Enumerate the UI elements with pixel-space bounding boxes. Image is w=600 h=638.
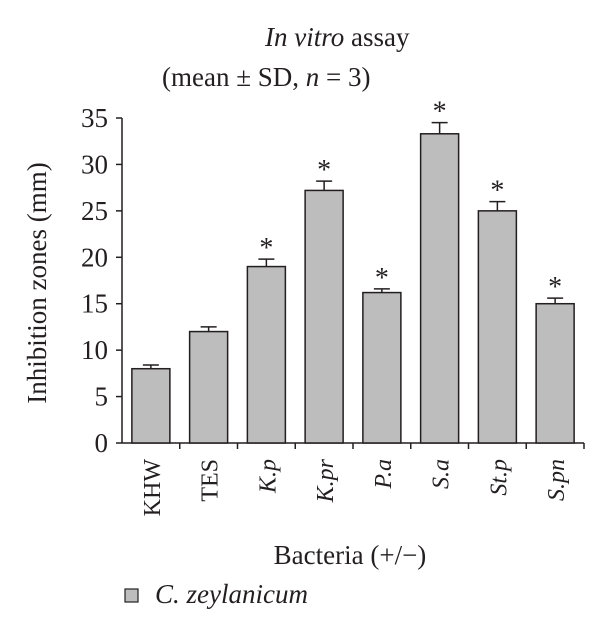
x-tick-label: St.p bbox=[486, 459, 512, 496]
significance-asterisk: * bbox=[317, 155, 331, 186]
bar bbox=[477, 210, 518, 444]
y-tick-label: 25 bbox=[81, 196, 108, 226]
significance-asterisk: * bbox=[259, 233, 273, 264]
y-tick-label: 0 bbox=[95, 428, 109, 458]
bar bbox=[362, 291, 402, 444]
chart-subtitle: (mean ± SD, n = 3) bbox=[162, 62, 371, 93]
y-tick-label: 10 bbox=[81, 335, 108, 365]
legend-swatch bbox=[124, 588, 139, 603]
y-tick-label: 30 bbox=[81, 149, 108, 179]
x-tick-label: K.pr bbox=[313, 458, 339, 503]
bar bbox=[131, 367, 171, 444]
significance-asterisk: * bbox=[433, 97, 447, 128]
chart-title-rest: assay bbox=[344, 22, 410, 52]
y-axis-label: Inhibition zones (mm) bbox=[22, 162, 52, 403]
x-axis-label: Bacteria (+/−) bbox=[274, 540, 427, 570]
chart-subtitle-pre: (mean ± SD, bbox=[162, 62, 306, 92]
chart-title-italic: In vitro bbox=[265, 22, 345, 52]
bar bbox=[246, 265, 287, 444]
x-tick-label: K.p bbox=[255, 459, 281, 494]
bar bbox=[188, 330, 229, 444]
x-tick-label: KHW bbox=[140, 459, 166, 517]
x-tick-label: S.a bbox=[429, 459, 455, 489]
legend-label: C. zeylanicum bbox=[155, 579, 308, 609]
x-tick-label: TES bbox=[198, 459, 224, 502]
bar bbox=[419, 133, 460, 444]
x-tick-label: P.a bbox=[371, 459, 397, 490]
y-tick-label: 5 bbox=[95, 382, 109, 412]
legend: C. zeylanicum bbox=[124, 579, 308, 609]
bar bbox=[535, 302, 575, 444]
chart-title: In vitro assay bbox=[265, 22, 409, 53]
y-tick-label: 35 bbox=[81, 103, 108, 133]
y-tick-label: 20 bbox=[81, 242, 108, 272]
significance-asterisk: * bbox=[548, 272, 562, 303]
significance-asterisk: * bbox=[375, 263, 389, 294]
chart-subtitle-n: n bbox=[305, 62, 320, 92]
significance-asterisk: * bbox=[490, 176, 504, 207]
chart-subtitle-post: = 3) bbox=[319, 62, 371, 92]
x-tick-label: S.pn bbox=[544, 459, 570, 501]
bar bbox=[304, 189, 344, 444]
y-tick-label: 15 bbox=[81, 289, 108, 319]
